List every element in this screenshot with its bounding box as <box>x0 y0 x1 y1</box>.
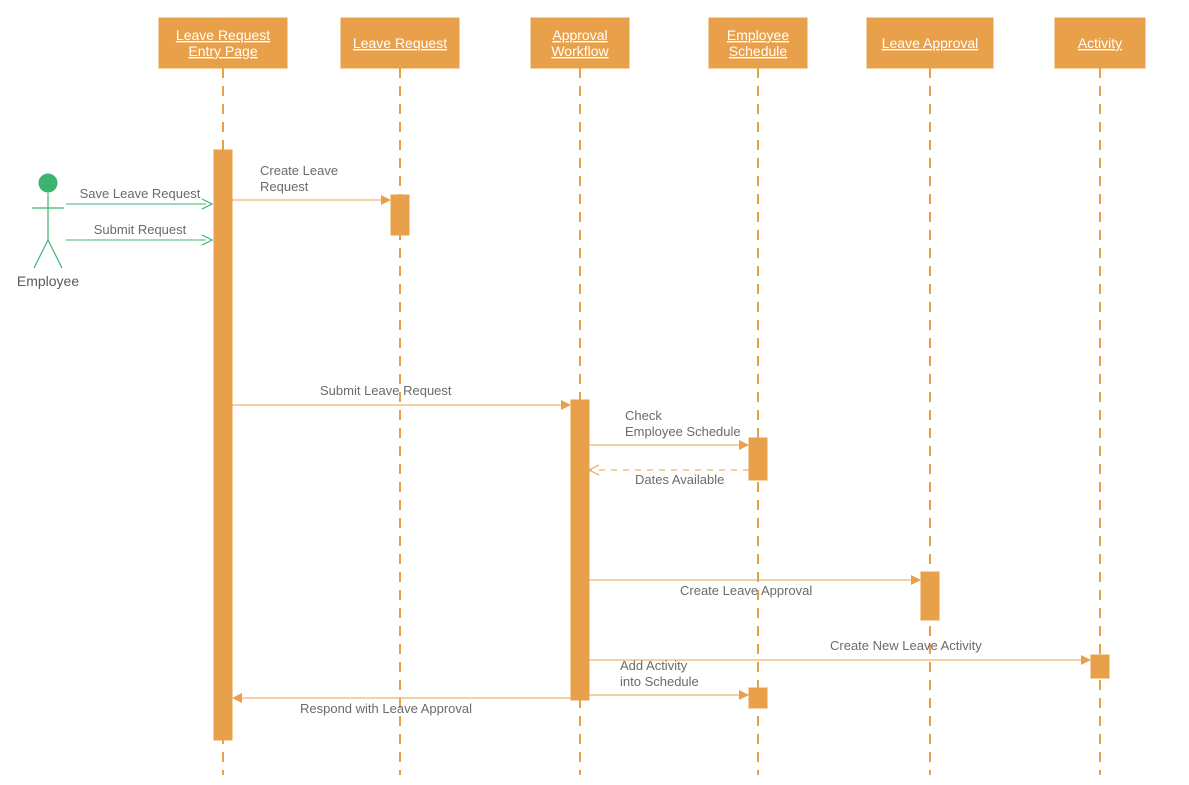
actor-leg-right <box>48 240 62 268</box>
lifeline-label-activity: Activity <box>1078 35 1122 51</box>
message-label-1: Submit Leave Request <box>320 383 452 398</box>
lifeline-label-request: Leave Request <box>353 35 447 51</box>
lifeline-label-entry: Entry Page <box>188 43 257 59</box>
lifeline-label-schedule: Schedule <box>729 43 788 59</box>
message-label-0: Create Leave <box>260 163 338 178</box>
actor-label: Employee <box>17 273 79 289</box>
sequence-diagram: Leave RequestEntry PageLeave RequestAppr… <box>0 0 1189 785</box>
activation-schedule-3 <box>749 438 767 480</box>
actor-message-label-1: Submit Request <box>94 222 187 237</box>
lifeline-label-approval: Leave Approval <box>882 35 979 51</box>
activation-activity-5 <box>1091 655 1109 678</box>
message-arrow-1 <box>561 400 571 410</box>
message-label-6: Add Activity <box>620 658 688 673</box>
message-label-6: into Schedule <box>620 674 699 689</box>
lifeline-label-schedule: Employee <box>727 27 789 43</box>
actor-head-icon <box>39 174 57 192</box>
message-label-4: Create Leave Approval <box>680 583 812 598</box>
message-label-3: Dates Available <box>635 472 724 487</box>
activation-approval-4 <box>921 572 939 620</box>
activation-workflow-2 <box>571 400 589 700</box>
lifeline-label-workflow: Workflow <box>551 43 609 59</box>
message-arrow-4 <box>911 575 921 585</box>
message-arrow-0 <box>381 195 391 205</box>
activation-schedule-6 <box>749 688 767 708</box>
activation-request-1 <box>391 195 409 235</box>
message-label-7: Respond with Leave Approval <box>300 701 472 716</box>
message-label-2: Check <box>625 408 662 423</box>
message-arrow-7 <box>232 693 242 703</box>
message-label-2: Employee Schedule <box>625 424 741 439</box>
lifeline-label-workflow: Approval <box>552 27 607 43</box>
message-arrow-5 <box>1081 655 1091 665</box>
actor-leg-left <box>34 240 48 268</box>
lifeline-label-entry: Leave Request <box>176 27 270 43</box>
message-label-0: Request <box>260 179 309 194</box>
activation-entry-0 <box>214 150 232 740</box>
actor-message-label-0: Save Leave Request <box>80 186 201 201</box>
message-arrow-2 <box>739 440 749 450</box>
message-arrow-6 <box>739 690 749 700</box>
message-label-5: Create New Leave Activity <box>830 638 982 653</box>
